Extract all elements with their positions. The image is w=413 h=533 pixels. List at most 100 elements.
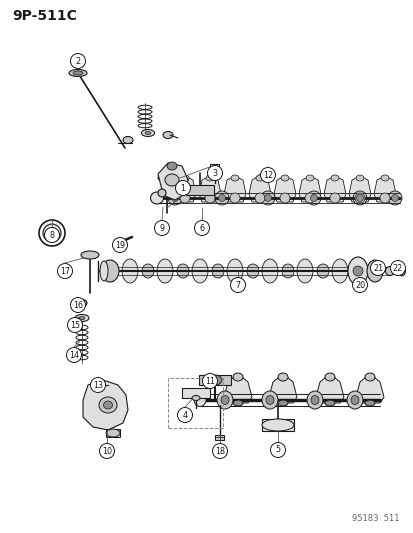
Text: 17: 17 xyxy=(60,266,70,276)
Circle shape xyxy=(370,261,385,276)
Ellipse shape xyxy=(158,189,166,197)
Ellipse shape xyxy=(73,71,83,75)
Ellipse shape xyxy=(380,175,388,181)
Ellipse shape xyxy=(350,395,358,405)
Polygon shape xyxy=(298,176,320,202)
Text: 2: 2 xyxy=(75,56,81,66)
Ellipse shape xyxy=(81,251,99,259)
Ellipse shape xyxy=(101,260,119,282)
Text: 15: 15 xyxy=(70,320,80,329)
Polygon shape xyxy=(83,380,128,430)
Polygon shape xyxy=(158,163,188,200)
Ellipse shape xyxy=(106,429,120,437)
Ellipse shape xyxy=(177,264,189,278)
Ellipse shape xyxy=(366,260,382,282)
Ellipse shape xyxy=(379,193,389,203)
Ellipse shape xyxy=(352,266,362,276)
Ellipse shape xyxy=(204,193,214,203)
Ellipse shape xyxy=(79,317,85,319)
Ellipse shape xyxy=(192,395,199,400)
Ellipse shape xyxy=(277,400,287,406)
Ellipse shape xyxy=(230,193,240,203)
Polygon shape xyxy=(199,176,221,202)
Ellipse shape xyxy=(77,300,87,306)
Polygon shape xyxy=(268,377,296,403)
Circle shape xyxy=(260,167,275,182)
Text: 4: 4 xyxy=(182,410,187,419)
Ellipse shape xyxy=(254,193,264,203)
Ellipse shape xyxy=(347,257,367,285)
Ellipse shape xyxy=(280,175,288,181)
Circle shape xyxy=(67,318,82,333)
Polygon shape xyxy=(248,176,271,202)
Ellipse shape xyxy=(370,268,377,274)
Text: 5: 5 xyxy=(275,446,280,455)
Ellipse shape xyxy=(324,373,334,381)
Ellipse shape xyxy=(385,266,394,276)
Ellipse shape xyxy=(115,240,121,246)
Circle shape xyxy=(70,53,85,69)
Circle shape xyxy=(99,443,114,458)
Ellipse shape xyxy=(261,259,277,283)
Text: 6: 6 xyxy=(199,223,204,232)
Polygon shape xyxy=(223,377,252,403)
Circle shape xyxy=(44,228,59,243)
Ellipse shape xyxy=(306,391,322,409)
Bar xyxy=(168,378,223,428)
Ellipse shape xyxy=(306,191,320,205)
Circle shape xyxy=(175,181,190,196)
Ellipse shape xyxy=(354,193,364,203)
Circle shape xyxy=(177,408,192,423)
Bar xyxy=(185,185,214,195)
Ellipse shape xyxy=(207,375,221,385)
Text: 22: 22 xyxy=(392,263,402,272)
Ellipse shape xyxy=(330,175,338,181)
Ellipse shape xyxy=(141,130,154,136)
Text: 9P-511C: 9P-511C xyxy=(12,9,77,23)
Ellipse shape xyxy=(123,136,133,143)
Circle shape xyxy=(207,166,222,181)
Text: 95183  511: 95183 511 xyxy=(351,514,399,523)
Ellipse shape xyxy=(331,259,347,283)
Circle shape xyxy=(212,443,227,458)
Polygon shape xyxy=(373,176,395,202)
Ellipse shape xyxy=(43,224,61,242)
Circle shape xyxy=(57,263,72,279)
Ellipse shape xyxy=(233,373,242,381)
Text: 16: 16 xyxy=(73,301,83,310)
Ellipse shape xyxy=(216,391,233,409)
Ellipse shape xyxy=(364,373,374,381)
Circle shape xyxy=(202,374,217,389)
Ellipse shape xyxy=(281,264,293,278)
Ellipse shape xyxy=(163,132,173,139)
Text: 13: 13 xyxy=(93,381,103,390)
Ellipse shape xyxy=(166,162,177,170)
Ellipse shape xyxy=(233,400,242,406)
Text: 8: 8 xyxy=(50,230,55,239)
Ellipse shape xyxy=(261,419,293,431)
Ellipse shape xyxy=(180,175,189,181)
Bar xyxy=(199,375,230,385)
Text: 19: 19 xyxy=(115,240,125,249)
Ellipse shape xyxy=(218,195,225,201)
Ellipse shape xyxy=(211,264,223,278)
Ellipse shape xyxy=(346,391,362,409)
Circle shape xyxy=(66,348,81,362)
Ellipse shape xyxy=(247,264,259,278)
Text: 10: 10 xyxy=(102,447,112,456)
Circle shape xyxy=(351,278,367,293)
Text: 12: 12 xyxy=(262,171,273,180)
Ellipse shape xyxy=(261,391,277,409)
Ellipse shape xyxy=(329,193,339,203)
Ellipse shape xyxy=(398,266,404,276)
Bar xyxy=(261,419,293,431)
Ellipse shape xyxy=(150,192,163,204)
Ellipse shape xyxy=(100,261,108,281)
Circle shape xyxy=(90,377,105,392)
Ellipse shape xyxy=(279,193,289,203)
Ellipse shape xyxy=(165,174,178,186)
Ellipse shape xyxy=(157,259,173,283)
Ellipse shape xyxy=(158,174,176,182)
Ellipse shape xyxy=(93,382,101,388)
Text: 11: 11 xyxy=(204,376,214,385)
